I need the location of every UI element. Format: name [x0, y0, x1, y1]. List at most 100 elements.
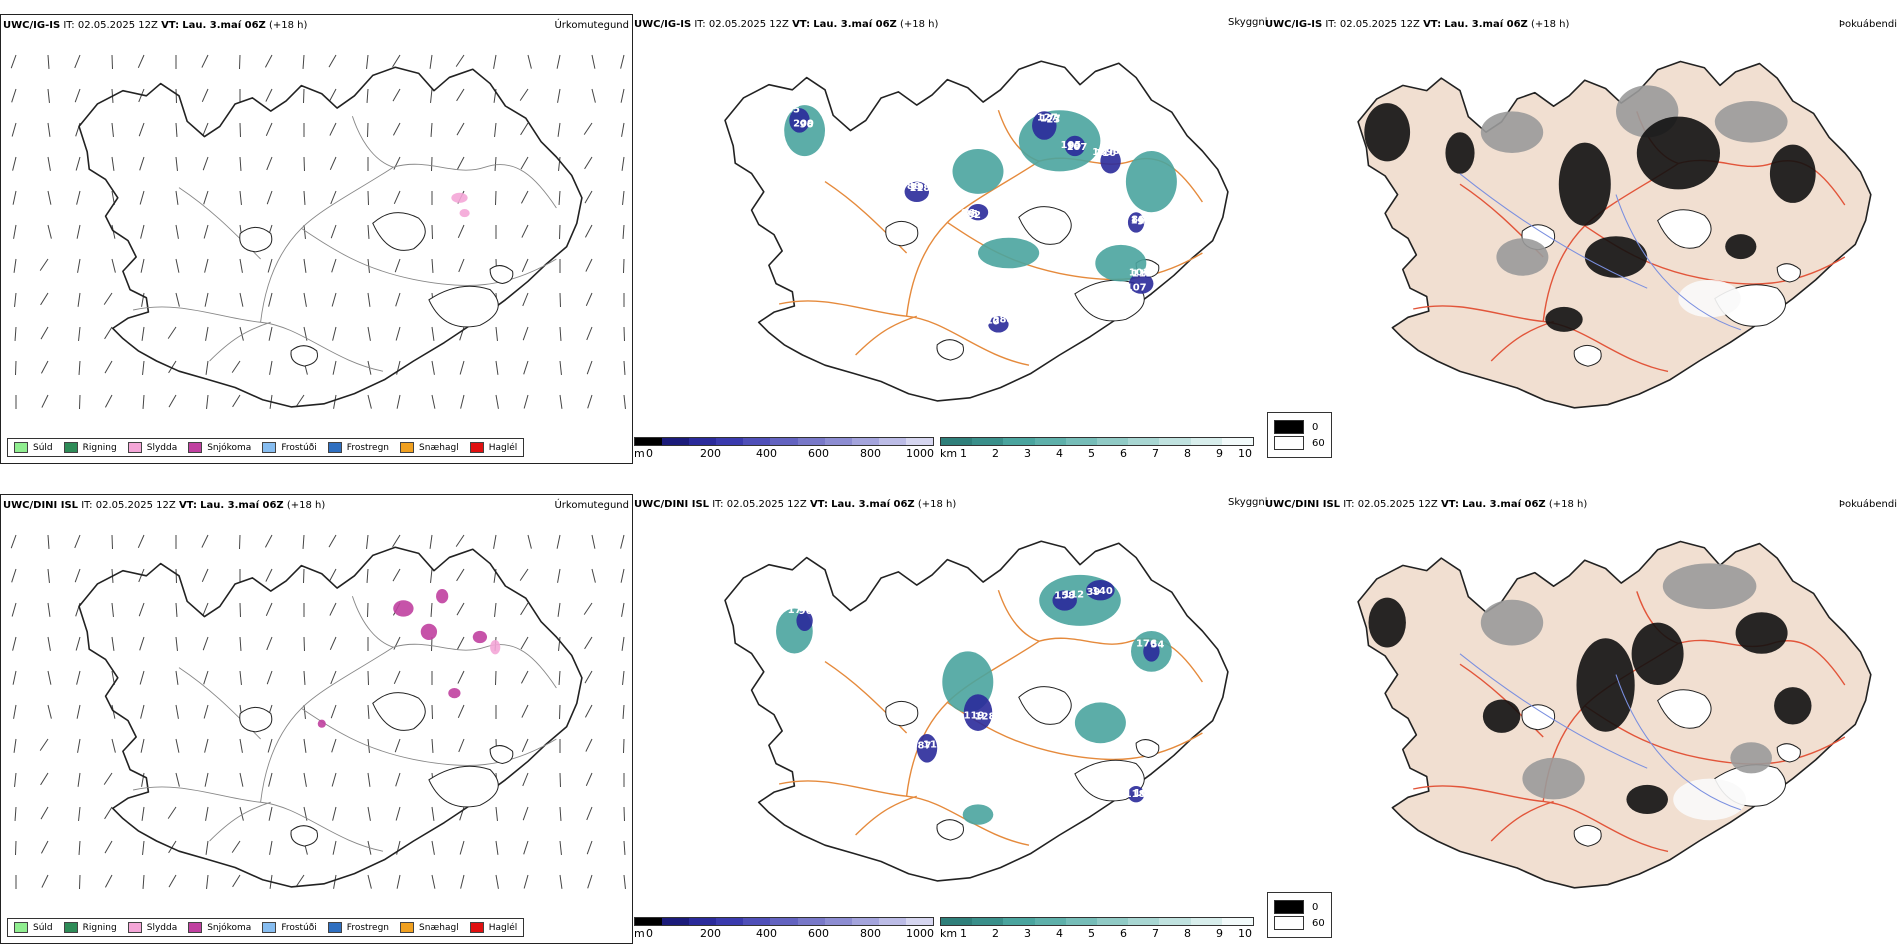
wind-barb	[239, 258, 243, 273]
wind-barb	[621, 602, 625, 617]
it-value: 02.05.2025 12Z	[77, 20, 158, 31]
wind-barb	[142, 874, 145, 890]
wind-barb	[265, 568, 273, 582]
wind-barb	[205, 326, 209, 341]
wind-barb	[203, 704, 209, 719]
visibility-ticks: km 1 2 3 4 5 6 7 8 9 10	[940, 446, 1254, 460]
wind-barb	[455, 534, 465, 547]
wind-barb	[78, 360, 81, 376]
glacier-outline	[489, 745, 514, 764]
coastline	[724, 60, 1229, 402]
wind-barb	[591, 534, 596, 549]
fog-legend-row: 60	[1274, 916, 1325, 930]
ceiling-scale: m 0 200 400 600 800 1000	[634, 917, 934, 940]
wind-barb	[431, 394, 436, 409]
glacier-outline	[1135, 739, 1160, 758]
wind-barb	[520, 636, 529, 650]
ceiling-value-label: 128	[975, 712, 996, 723]
wind-barb	[457, 670, 465, 684]
glacier-outline	[290, 345, 318, 367]
legend-item: Rigning	[63, 922, 117, 933]
wind-barb	[494, 602, 497, 617]
tick: 1000	[906, 927, 934, 940]
wind-barb	[367, 806, 371, 821]
it-value: 02.05.2025 12Z	[95, 500, 176, 511]
coastline	[78, 546, 583, 888]
precip-header-top: UWC/IG-IS IT: 02.05.2025 12Z VT: Lau. 3.…	[3, 20, 307, 31]
wind-barb	[430, 122, 433, 138]
wind-barb	[522, 326, 529, 341]
swatch-rain	[63, 442, 78, 453]
glacier-outline	[885, 220, 919, 247]
unit-m: m	[634, 447, 645, 460]
cloud-panel-bottom: UWC/DINI ISL IT: 02.05.2025 12Z VT: Lau.…	[634, 494, 1268, 944]
fog-index-area	[1626, 784, 1668, 814]
wind-barb	[265, 602, 273, 616]
tick: 800	[860, 447, 881, 460]
glacier-outline	[1656, 689, 1712, 729]
wind-barb	[137, 534, 145, 548]
wind-barb	[104, 360, 113, 374]
wind-barb	[557, 88, 561, 103]
wind-barb	[558, 156, 561, 171]
fog-panel-top: UWC/IG-IS IT: 02.05.2025 12Z VT: Lau. 3.…	[1264, 14, 1900, 464]
wind-barb	[457, 704, 465, 718]
wind-barb	[14, 292, 17, 307]
precip-legend: Súld Rigning Slydda Snjókoma Frostúði Fr…	[7, 918, 525, 937]
wind-barb	[584, 704, 593, 718]
wind-barb	[168, 394, 177, 408]
swatch-freezing-drizzle	[262, 922, 277, 933]
wind-barb	[623, 840, 626, 856]
ceiling-colorbar	[634, 917, 934, 926]
glacier-outline	[239, 226, 273, 253]
wind-barb	[429, 534, 433, 549]
wind-barb	[232, 394, 241, 408]
road-network	[778, 589, 1203, 846]
ceiling-area	[1052, 590, 1077, 611]
vt-label: VT:	[809, 499, 828, 510]
wind-barb	[456, 602, 465, 616]
coastline	[78, 66, 583, 408]
wind-barb	[267, 258, 273, 273]
glacier-outline	[428, 765, 499, 808]
wind-barb	[140, 704, 145, 719]
wind-barb	[393, 156, 401, 170]
wind-barb	[14, 326, 17, 342]
model-name: UWC/IG-IS	[3, 20, 61, 31]
wind-barb	[41, 874, 49, 888]
ceiling-area	[1143, 641, 1160, 662]
ceiling-area	[967, 204, 989, 221]
tick: 6	[1120, 447, 1127, 460]
vt-label: VT:	[792, 19, 811, 30]
legend-label: Frostregn	[346, 922, 390, 933]
wind-barb	[203, 224, 209, 239]
wind-barb	[266, 190, 273, 205]
wind-barb	[202, 156, 209, 171]
wind-barb	[395, 772, 401, 787]
wind-barb	[12, 156, 17, 171]
tick: 400	[756, 447, 777, 460]
fog-map	[1357, 60, 1872, 409]
wind-barb	[302, 54, 305, 70]
ceiling-value-label: 93	[1137, 216, 1151, 227]
swatch-snow-pellets	[400, 922, 415, 933]
wind-barb	[494, 156, 497, 172]
wind-barb	[205, 360, 209, 375]
visibility-area	[1095, 244, 1147, 282]
wind-barb	[459, 360, 465, 375]
wind-barb	[175, 738, 180, 753]
wind-barb	[111, 122, 114, 137]
legend-label: Súld	[33, 442, 53, 453]
wind-barb	[367, 292, 371, 307]
wind-barb	[303, 224, 306, 239]
swatch-black	[1274, 900, 1304, 914]
legend-item: Snæhagl	[400, 922, 459, 933]
snow-area	[317, 719, 326, 728]
ceiling-area	[916, 734, 938, 763]
wind-barb	[587, 394, 593, 409]
wind-barb	[558, 190, 561, 206]
wind-barb	[268, 326, 273, 341]
wind-barb	[231, 360, 241, 373]
wind-barb	[77, 258, 81, 273]
wind-barb	[456, 568, 465, 582]
